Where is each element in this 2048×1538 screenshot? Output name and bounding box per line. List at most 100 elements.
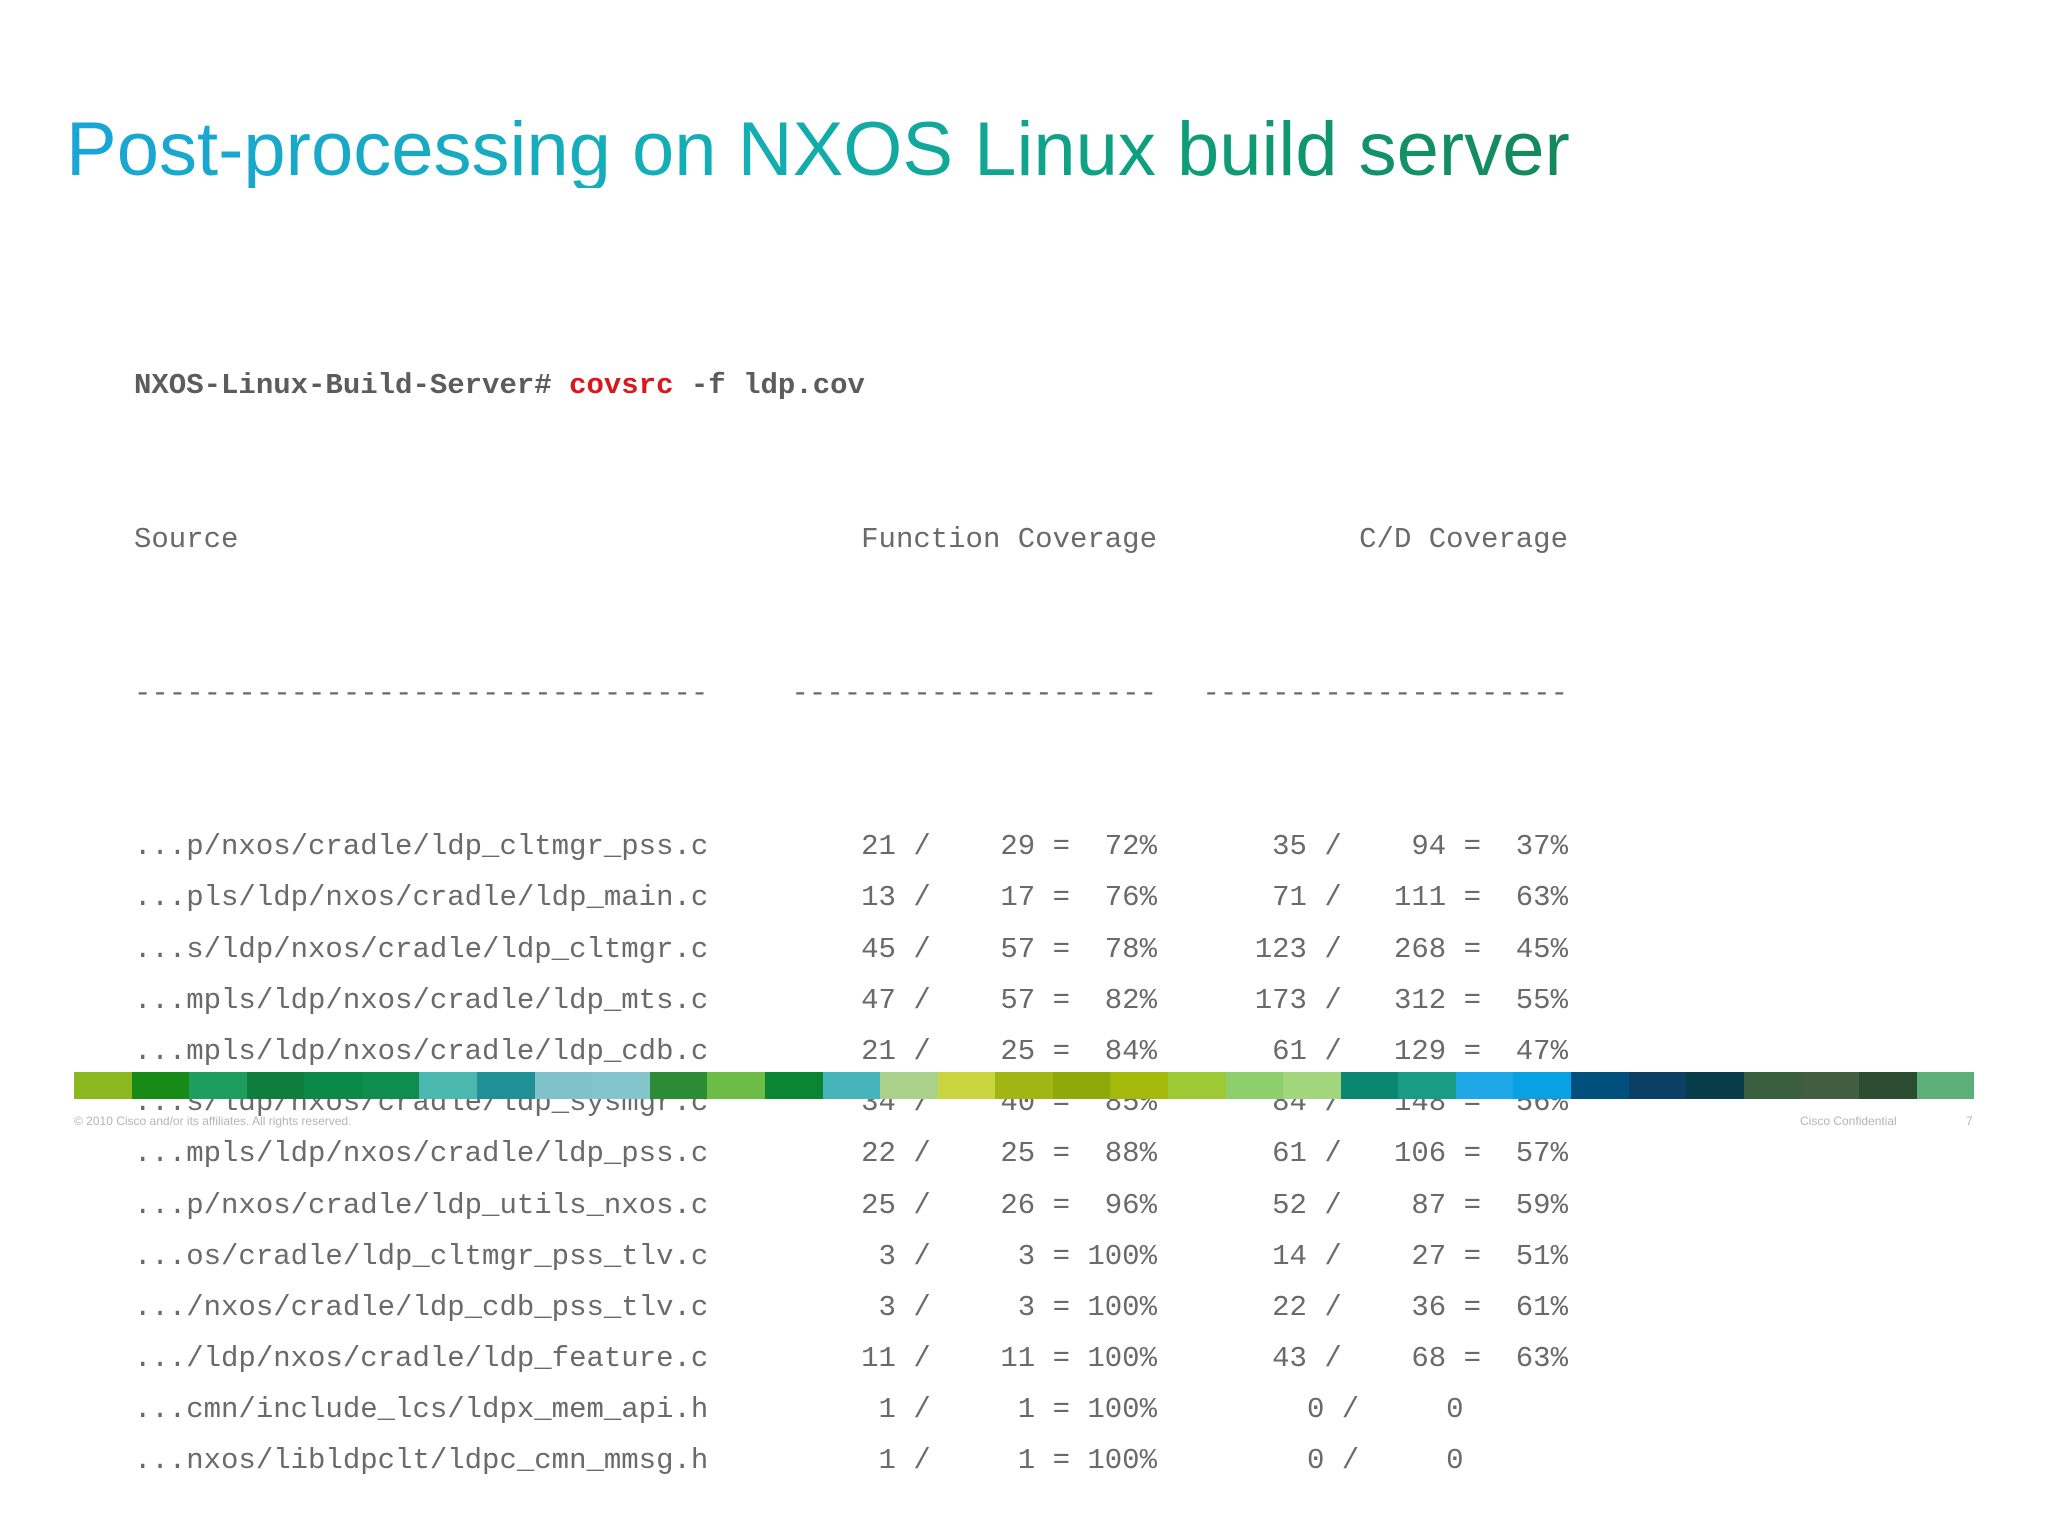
row-source: .../nxos/cradle/ldp_cdb_pss_tlv.c: [134, 1290, 709, 1324]
separator-function: ---------------------: [791, 676, 1157, 710]
strip-segment: [880, 1072, 938, 1099]
table-row: ...pls/ldp/nxos/cradle/ldp_main.c 13 / 17…: [134, 872, 1568, 923]
strip-segment: [1858, 1072, 1917, 1099]
strip-segment: [1686, 1072, 1744, 1099]
table-row: ...nxos/libldpclt/ldpc_cmn_mmsg.h 1 / 1 …: [134, 1435, 1568, 1486]
command-line: NXOS-Linux-Build-Server# covsrc -f ldp.c…: [134, 360, 1568, 411]
strip-segment: [1283, 1072, 1341, 1099]
row-source: ...nxos/libldpclt/ldpc_cmn_mmsg.h: [134, 1444, 709, 1478]
table-row: ...mpls/ldp/nxos/cradle/ldp_pss.c 22 / 25…: [134, 1128, 1568, 1179]
header-row: Source Function Coverage C/D Coverage: [134, 514, 1568, 565]
row-function-coverage: 1 / 1 = 100%: [861, 1393, 1157, 1427]
row-function-coverage: 22 / 25 = 88%: [861, 1137, 1157, 1171]
strip-segment: [1398, 1072, 1456, 1099]
footer-copyright: © 2010 Cisco and/or its affiliates. All …: [74, 1114, 352, 1128]
strip-segment: [74, 1072, 132, 1099]
separator-source: ---------------------------------: [134, 676, 709, 710]
row-cd-coverage: 173 / 312 = 55%: [1254, 983, 1568, 1017]
strip-segment: [995, 1072, 1053, 1099]
row-source: ...p/nxos/cradle/ldp_utils_nxos.c: [134, 1188, 709, 1222]
strip-segment: [1513, 1072, 1572, 1099]
table-row: ...mpls/ldp/nxos/cradle/ldp_cdb.c 21 / 25…: [134, 1026, 1568, 1077]
table-row: .../nxos/cradle/ldp_cdb_pss_tlv.c 3 / 3 …: [134, 1282, 1568, 1333]
strip-segment: [477, 1072, 535, 1099]
row-cd-coverage: 22 / 36 = 61%: [1254, 1290, 1568, 1324]
strip-segment: [246, 1072, 305, 1099]
strip-segment: [1340, 1072, 1399, 1099]
footer-confidential: Cisco Confidential: [1800, 1114, 1897, 1128]
row-cd-coverage: 14 / 27 = 51%: [1254, 1239, 1568, 1273]
color-strip: [74, 1072, 1975, 1099]
row-source: .../ldp/nxos/cradle/ldp_feature.c: [134, 1342, 709, 1376]
row-cd-coverage: 43 / 68 = 63%: [1254, 1342, 1568, 1376]
row-source: ...s/ldp/nxos/cradle/ldp_cltmgr.c: [134, 932, 709, 966]
strip-segment: [1628, 1072, 1687, 1099]
row-function-coverage: 45 / 57 = 78%: [861, 932, 1157, 966]
table-row: ...os/cradle/ldp_cltmgr_pss_tlv.c 3 / 3 …: [134, 1231, 1568, 1282]
strip-segment: [822, 1072, 881, 1099]
row-function-coverage: 47 / 57 = 82%: [861, 983, 1157, 1017]
strip-segment: [131, 1072, 190, 1099]
row-function-coverage: 3 / 3 = 100%: [861, 1290, 1157, 1324]
row-function-coverage: 21 / 25 = 84%: [861, 1034, 1157, 1068]
strip-segment: [764, 1072, 823, 1099]
prompt: NXOS-Linux-Build-Server#: [134, 369, 570, 403]
row-source: ...mpls/ldp/nxos/cradle/ldp_mts.c: [134, 983, 709, 1017]
strip-segment: [1167, 1072, 1226, 1099]
strip-segment: [937, 1072, 996, 1099]
row-cd-coverage: 0 / 0: [1272, 1444, 1568, 1478]
strip-segment: [1571, 1072, 1629, 1099]
strip-segment: [592, 1072, 650, 1099]
strip-segment: [1225, 1072, 1284, 1099]
row-cd-coverage: 35 / 94 = 37%: [1254, 830, 1568, 864]
header-function-coverage: Function Coverage: [861, 523, 1157, 556]
strip-segment: [419, 1072, 478, 1099]
header-cd-coverage: C/D Coverage: [1359, 523, 1568, 556]
row-cd-coverage: 61 / 106 = 57%: [1254, 1137, 1568, 1171]
row-source: ...p/nxos/cradle/ldp_cltmgr_pss.c: [134, 830, 709, 864]
row-function-coverage: 25 / 26 = 96%: [861, 1188, 1157, 1222]
strip-segment: [189, 1072, 247, 1099]
separator-row: --------------------------------- ------…: [134, 668, 1568, 719]
table-row: ...mpls/ldp/nxos/cradle/ldp_mts.c 47 / 57…: [134, 975, 1568, 1026]
slide-title: Post-processing on NXOS Linux build serv…: [66, 107, 1570, 192]
strip-segment: [1801, 1072, 1859, 1099]
row-source: ...mpls/ldp/nxos/cradle/ldp_pss.c: [134, 1137, 709, 1171]
row-source: ...os/cradle/ldp_cltmgr_pss_tlv.c: [134, 1239, 709, 1273]
strip-segment: [707, 1072, 765, 1099]
footer-page-number: 7: [1966, 1114, 1973, 1128]
table-row: ...p/nxos/cradle/ldp_cltmgr_pss.c 21 / 29…: [134, 821, 1568, 872]
command-name: covsrc: [569, 369, 674, 403]
strip-segment: [649, 1072, 708, 1099]
strip-segment: [1455, 1072, 1514, 1099]
table-row: ...cmn/include_lcs/ldpx_mem_api.h 1 / 1 …: [134, 1384, 1568, 1435]
command-args: -f ldp.cov: [673, 369, 865, 403]
table-row: ...p/nxos/cradle/ldp_utils_nxos.c 25 / 26…: [134, 1180, 1568, 1231]
strip-segment: [534, 1072, 593, 1099]
row-cd-coverage: 123 / 268 = 45%: [1254, 932, 1568, 966]
coverage-rows: ...p/nxos/cradle/ldp_cltmgr_pss.c 21 / 29…: [134, 821, 1568, 1486]
row-function-coverage: 13 / 17 = 76%: [861, 881, 1157, 915]
row-cd-coverage: 61 / 129 = 47%: [1254, 1034, 1568, 1068]
row-cd-coverage: 71 / 111 = 63%: [1254, 881, 1568, 915]
row-source: ...mpls/ldp/nxos/cradle/ldp_cdb.c: [134, 1034, 709, 1068]
row-function-coverage: 3 / 3 = 100%: [861, 1239, 1157, 1273]
row-cd-coverage: 52 / 87 = 59%: [1254, 1188, 1568, 1222]
row-source: ...pls/ldp/nxos/cradle/ldp_main.c: [134, 881, 709, 915]
strip-segment: [304, 1072, 362, 1099]
strip-segment: [1743, 1072, 1802, 1099]
row-cd-coverage: 0 / 0: [1272, 1393, 1568, 1427]
table-row: ...s/ldp/nxos/cradle/ldp_cltmgr.c 45 / 57…: [134, 924, 1568, 975]
row-function-coverage: 11 / 11 = 100%: [861, 1342, 1157, 1376]
header-source: Source: [134, 523, 239, 556]
row-function-coverage: 21 / 29 = 72%: [861, 830, 1157, 864]
row-source: ...cmn/include_lcs/ldpx_mem_api.h: [134, 1393, 709, 1427]
row-function-coverage: 1 / 1 = 100%: [861, 1444, 1157, 1478]
separator-cd: ---------------------: [1202, 676, 1568, 710]
terminal-output: NXOS-Linux-Build-Server# covsrc -f ldp.c…: [134, 258, 1568, 1538]
table-row: .../ldp/nxos/cradle/ldp_feature.c 11 / 11…: [134, 1333, 1568, 1384]
strip-segment: [1916, 1072, 1975, 1099]
strip-segment: [1052, 1072, 1111, 1099]
strip-segment: [361, 1072, 420, 1099]
strip-segment: [1110, 1072, 1168, 1099]
